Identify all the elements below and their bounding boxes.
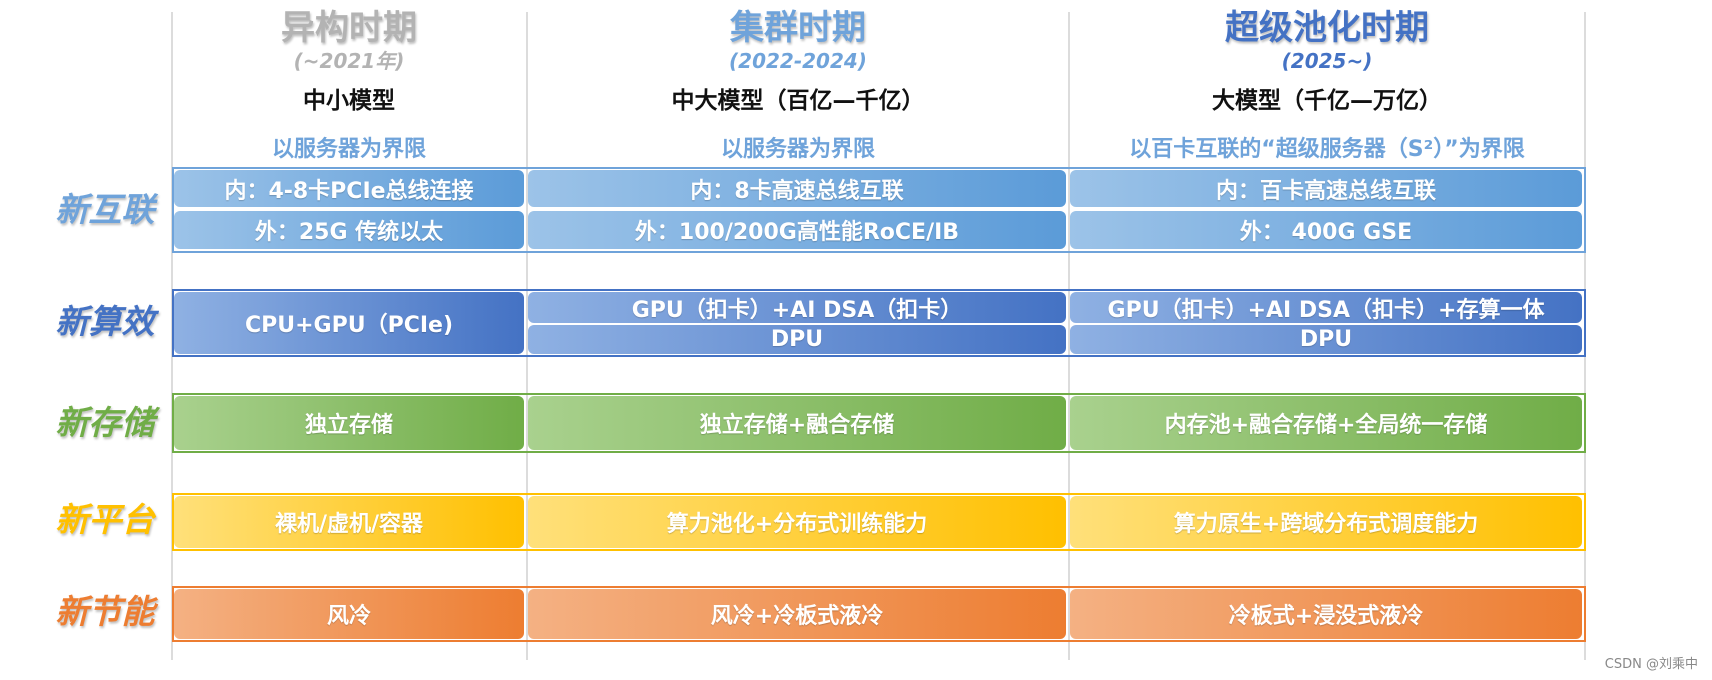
compute-era1: CPU+GPU（PCIe) — [174, 292, 524, 354]
era-title: 集群时期 — [730, 8, 866, 48]
column-divider — [526, 12, 528, 660]
era-header-cluster: 集群时期 (2022-2024) — [528, 8, 1068, 74]
row-label-platform: 新平台 — [55, 500, 155, 539]
storage-era3: 内存池+融合存储+全局统一存储 — [1070, 396, 1582, 450]
storage-band — [172, 393, 1586, 453]
row-label-storage: 新存储 — [55, 403, 155, 442]
energy-era3: 冷板式+浸没式液冷 — [1070, 589, 1582, 639]
boundary-era1: 以服务器为界限 — [271, 137, 426, 162]
compute-era2-bottom: DPU — [528, 325, 1066, 354]
model-scale-era1: 中小模型 — [303, 88, 395, 114]
compute-era2-top: GPU（扣卡）+AI DSA（扣卡） — [528, 292, 1066, 323]
storage-era2: 独立存储+融合存储 — [528, 396, 1066, 450]
interconnect-inner-era3: 内：百卡高速总线互联 — [1070, 170, 1582, 207]
era-years: (~2021年) — [293, 49, 405, 73]
row-label-compute: 新算效 — [55, 302, 155, 341]
compute-era3-top: GPU（扣卡）+AI DSA（扣卡）+存算一体 — [1070, 292, 1582, 323]
era-header-heterogeneous: 异构时期 (~2021年) — [172, 8, 526, 74]
interconnect-outer-era1: 外：25G 传统以太 — [174, 211, 524, 249]
energy-band — [172, 586, 1586, 642]
watermark: CSDN @刘乘中 — [1604, 657, 1698, 672]
era-years: (2025~) — [1281, 49, 1373, 73]
interconnect-inner-era1: 内：4-8卡PCIe总线连接 — [174, 170, 524, 207]
platform-band — [172, 493, 1586, 551]
platform-era3: 算力原生+跨域分布式调度能力 — [1070, 496, 1582, 548]
compute-band — [172, 289, 1586, 357]
era-title: 异构时期 — [281, 8, 417, 48]
model-scale-era3: 大模型（千亿—万亿） — [1212, 88, 1442, 114]
row-label-energy: 新节能 — [55, 592, 155, 631]
boundary-era2: 以服务器为界限 — [720, 137, 875, 162]
era-title: 超级池化时期 — [1225, 8, 1429, 48]
model-scale-era2: 中大模型（百亿—千亿） — [671, 88, 925, 114]
boundary-era3: 以百卡互联的“超级服务器（S²）”为界限 — [1129, 137, 1525, 162]
platform-era2: 算力池化+分布式训练能力 — [528, 496, 1066, 548]
energy-era2: 风冷+冷板式液冷 — [528, 589, 1066, 639]
interconnect-band — [172, 167, 1586, 253]
compute-era3-bottom: DPU — [1070, 325, 1582, 354]
platform-era1: 裸机/虚机/容器 — [174, 496, 524, 548]
storage-era1: 独立存储 — [174, 396, 524, 450]
era-years: (2022-2024) — [729, 49, 867, 73]
row-label-interconnect: 新互联 — [55, 190, 155, 229]
interconnect-outer-era2: 外：100/200G高性能RoCE/IB — [528, 211, 1066, 249]
column-divider — [1068, 12, 1070, 660]
interconnect-outer-era3: 外： 400G GSE — [1070, 211, 1582, 249]
energy-era1: 风冷 — [174, 589, 524, 639]
interconnect-inner-era2: 内：8卡高速总线互联 — [528, 170, 1066, 207]
era-header-super-pooling: 超级池化时期 (2025~) — [1070, 8, 1584, 74]
